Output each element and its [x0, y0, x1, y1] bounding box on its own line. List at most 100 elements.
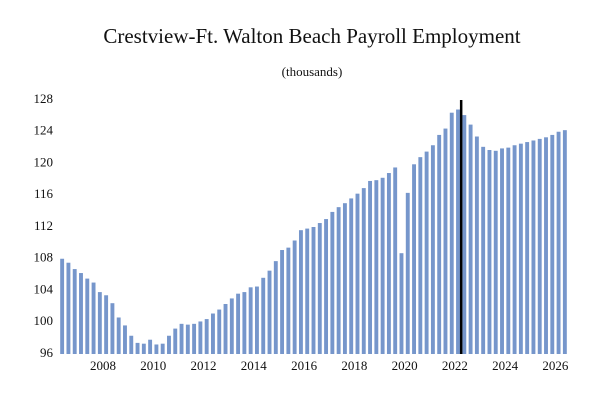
chart-title: Crestview-Ft. Walton Beach Payroll Emplo… — [103, 24, 520, 48]
bar — [506, 147, 511, 354]
bar — [562, 130, 567, 354]
x-tick-label: 2024 — [492, 358, 519, 373]
bar — [292, 240, 297, 354]
bar — [393, 167, 398, 354]
bar — [317, 223, 322, 354]
bar — [192, 323, 197, 354]
x-tick-label: 2022 — [442, 358, 468, 373]
bar — [550, 134, 555, 354]
bar — [462, 115, 467, 354]
bar — [468, 124, 473, 354]
bar — [286, 247, 291, 354]
bar — [399, 253, 404, 354]
bar — [368, 180, 373, 354]
bar — [66, 262, 71, 354]
chart-subtitle: (thousands) — [282, 64, 343, 79]
bar — [355, 193, 360, 354]
bar — [242, 292, 247, 354]
bar — [217, 309, 222, 354]
x-tick-label: 2026 — [542, 358, 569, 373]
bar — [518, 143, 523, 354]
bar — [110, 303, 115, 354]
bar — [141, 343, 146, 354]
y-tick-label: 104 — [34, 281, 54, 296]
bar — [500, 148, 504, 354]
x-tick-label: 2020 — [392, 358, 418, 373]
x-tick-label: 2008 — [90, 358, 116, 373]
bar — [336, 207, 341, 354]
bar — [330, 211, 335, 354]
bar — [123, 325, 127, 354]
y-tick-label: 108 — [34, 250, 54, 265]
bar — [254, 286, 259, 354]
y-tick-label: 116 — [34, 186, 54, 201]
bar — [525, 142, 530, 354]
x-tick-label: 2016 — [291, 358, 318, 373]
bar — [116, 317, 121, 354]
bar — [556, 131, 561, 354]
bar — [160, 343, 165, 354]
bar — [361, 188, 366, 354]
bar — [211, 313, 215, 354]
bar — [185, 324, 190, 354]
bar — [248, 287, 253, 354]
bar — [135, 342, 140, 354]
bar — [412, 164, 416, 354]
bar — [72, 269, 77, 354]
bar — [280, 250, 285, 354]
bar — [493, 150, 498, 354]
bar — [223, 303, 228, 354]
x-tick-label: 2018 — [341, 358, 367, 373]
bar — [456, 109, 460, 355]
bar — [349, 198, 354, 354]
y-tick-label: 100 — [34, 313, 54, 328]
bar — [531, 140, 536, 354]
bar — [430, 145, 435, 354]
bar — [418, 157, 423, 354]
bar — [537, 138, 542, 354]
bar — [380, 177, 385, 354]
bar — [148, 339, 153, 354]
bar — [544, 137, 548, 354]
bar — [261, 277, 266, 354]
bar — [405, 192, 410, 354]
bar — [311, 227, 316, 354]
bar — [85, 278, 90, 354]
bar — [305, 228, 310, 354]
bar — [374, 180, 379, 354]
y-tick-label: 124 — [34, 123, 54, 138]
bar — [267, 270, 272, 354]
bar — [204, 319, 209, 354]
x-tick-label: 2012 — [191, 358, 217, 373]
bar — [60, 258, 65, 354]
bar — [324, 219, 329, 354]
bar — [91, 282, 96, 354]
bar — [97, 292, 102, 354]
bar — [342, 203, 347, 354]
bar — [229, 298, 234, 354]
bar — [386, 173, 391, 354]
bar — [104, 295, 109, 354]
bar — [474, 136, 479, 354]
bar — [449, 112, 454, 354]
y-tick-label: 112 — [34, 218, 53, 233]
bar — [437, 134, 442, 354]
bar — [298, 230, 303, 354]
bar — [236, 293, 241, 354]
bar — [167, 335, 171, 354]
bar — [173, 328, 178, 354]
bar — [424, 151, 429, 354]
bar — [79, 273, 83, 354]
y-tick-label: 128 — [34, 91, 54, 106]
bar — [179, 323, 184, 354]
x-tick-label: 2014 — [241, 358, 268, 373]
y-tick-label: 120 — [34, 154, 54, 169]
bar — [154, 344, 159, 354]
bar — [487, 150, 492, 354]
bar — [273, 261, 278, 354]
y-tick-label: 96 — [40, 345, 54, 360]
x-tick-label: 2010 — [140, 358, 166, 373]
bar — [129, 335, 134, 354]
bar — [198, 321, 203, 354]
